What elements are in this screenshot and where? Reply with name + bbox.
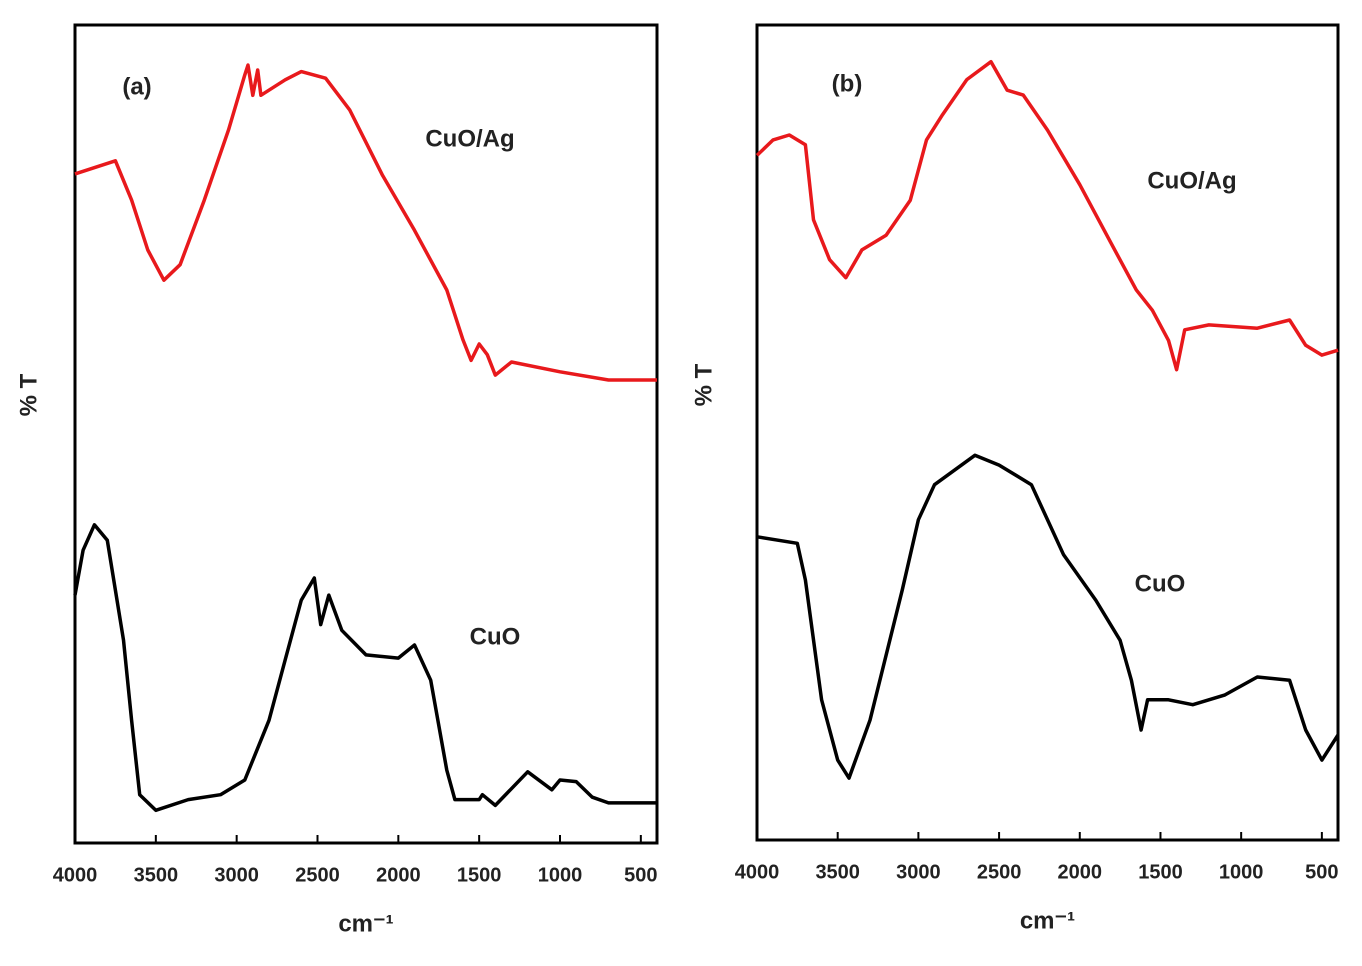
x-tick-label: 500 [624,864,657,886]
series-label: CuO/Ag [425,125,514,152]
spectrum-line [755,59,1339,372]
x-tick-label: 1000 [538,864,583,886]
panel: CuO/Ag CuO 4000 3500 3000 2500 2000 1500 1000 500… [15,23,659,937]
series-label: CuO [470,623,521,650]
panel-label: (a) [122,73,151,100]
x-tick-label: 3000 [896,861,941,883]
spectrum-line [74,63,657,382]
x-tick-label: 2500 [977,861,1022,883]
x-tick-label: 4000 [735,861,780,883]
x-axis-label: cm⁻¹ [1020,907,1075,934]
x-tick-label: 2000 [376,864,421,886]
spectrum-line [73,523,657,813]
x-tick-label: 3500 [134,864,179,886]
series-label: CuO/Ag [1147,167,1236,194]
y-axis-label: % T [690,363,717,406]
x-tick-label: 2500 [295,864,340,886]
x-tick-label: 2000 [1058,861,1103,883]
spectrum-line [756,453,1340,780]
x-tick-label: 1000 [1219,861,1264,883]
panel: CuO/Ag CuO 4000 3500 3000 2500 2000 1500 1000 500… [690,23,1340,934]
x-tick-label: 500 [1305,861,1338,883]
x-tick-label: 1500 [1138,861,1183,883]
panel-label: (b) [832,70,863,97]
x-tick-label: 3000 [214,864,259,886]
y-axis-label: % T [15,373,42,416]
plot-frame [755,23,1340,842]
x-axis-label: cm⁻¹ [338,910,393,937]
x-tick-label: 3500 [815,861,860,883]
series-label: CuO [1135,570,1186,597]
plot-frame [73,23,659,845]
x-tick-label: 1500 [457,864,502,886]
x-tick-label: 4000 [53,864,98,886]
